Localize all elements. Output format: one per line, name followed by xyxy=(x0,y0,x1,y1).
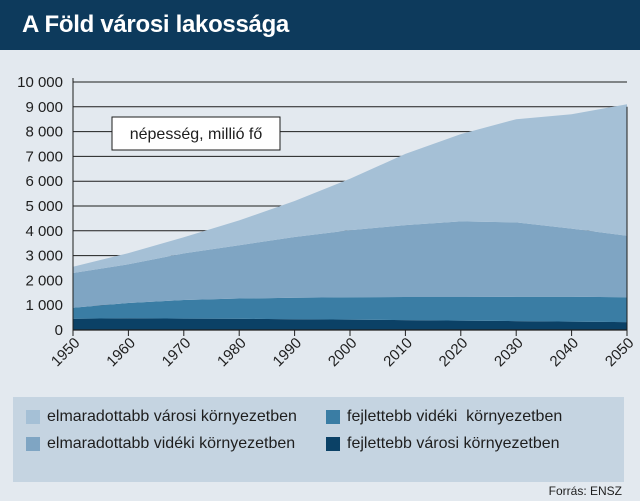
stacked-areas xyxy=(73,104,627,330)
y-tick-label: 2 000 xyxy=(25,272,63,289)
legend-label: elmaradottabb városi környezetben xyxy=(47,408,297,425)
x-tick-label: 2040 xyxy=(547,335,583,371)
legend-swatch xyxy=(326,410,340,424)
legend: elmaradottabb városi környezetben fejlet… xyxy=(13,397,624,482)
legend-swatch xyxy=(26,437,40,451)
legend-label: elmaradottabb vidéki környezetben xyxy=(47,435,296,452)
y-tick-label: 1 000 xyxy=(25,297,63,314)
area-elmaradottabb-városi-környezetben xyxy=(73,104,627,273)
chart-area: 0 1 000 2 000 3 000 4 000 5 000 6 000 7 000 8 00… xyxy=(0,50,640,390)
legend-label: fejlettebb városi környezetben xyxy=(347,435,560,452)
legend-item: elmaradottabb vidéki környezetben xyxy=(26,435,295,453)
y-tick-label: 4 000 xyxy=(25,223,63,240)
y-axis-ticks: 0 1 000 2 000 3 000 4 000 5 000 6 000 7 000 8 00… xyxy=(17,74,63,339)
legend-label: fejlettebb vidéki környezetben xyxy=(347,408,563,425)
y-tick-label: 5 000 xyxy=(25,198,63,215)
x-tick-label: 1990 xyxy=(270,335,306,371)
y-tick-label: 9 000 xyxy=(25,99,63,116)
x-tick-label: 1960 xyxy=(103,335,139,371)
area-chart: 0 1 000 2 000 3 000 4 000 5 000 6 000 7 000 8 00… xyxy=(17,74,638,370)
legend-swatch xyxy=(26,410,40,424)
legend-item: fejlettebb városi környezetben xyxy=(326,435,560,453)
x-tick-label: 2030 xyxy=(491,335,527,371)
x-axis-ticks: 1950 1960 1970 1980 1990 2000 2010 2020 2030 2040… xyxy=(48,330,638,370)
area-elmaradottabb-vidéki-környezetben xyxy=(73,221,627,308)
y-tick-label: 0 xyxy=(55,322,63,339)
chart-title: A Föld városi lakossága xyxy=(22,11,289,38)
x-tick-label: 1950 xyxy=(48,335,84,371)
area-fejlettebb-városi-környezetben xyxy=(73,318,627,330)
y-tick-label: 10 000 xyxy=(17,74,63,91)
x-tick-label: 1980 xyxy=(214,335,250,371)
x-tick-label: 2000 xyxy=(325,335,361,371)
x-tick-label: 1970 xyxy=(159,335,195,371)
legend-item: elmaradottabb városi környezetben xyxy=(26,408,297,426)
y-tick-label: 3 000 xyxy=(25,248,63,265)
annotation-box: népesség, millió fő xyxy=(111,116,281,151)
y-tick-label: 7 000 xyxy=(25,148,63,165)
x-tick-label: 2010 xyxy=(380,335,416,371)
annotation-label: népesség, millió fő xyxy=(130,126,263,143)
area-fejlettebb-vidéki-környezetben xyxy=(73,296,627,323)
y-tick-label: 6 000 xyxy=(25,173,63,190)
legend-item: fejlettebb vidéki környezetben xyxy=(326,408,562,426)
legend-swatch xyxy=(326,437,340,451)
title-bar: A Föld városi lakossága xyxy=(0,0,640,50)
source-note: Forrás: ENSZ xyxy=(548,484,622,498)
x-tick-label: 2050 xyxy=(602,335,638,371)
y-tick-label: 8 000 xyxy=(25,124,63,141)
x-tick-label: 2020 xyxy=(436,335,472,371)
